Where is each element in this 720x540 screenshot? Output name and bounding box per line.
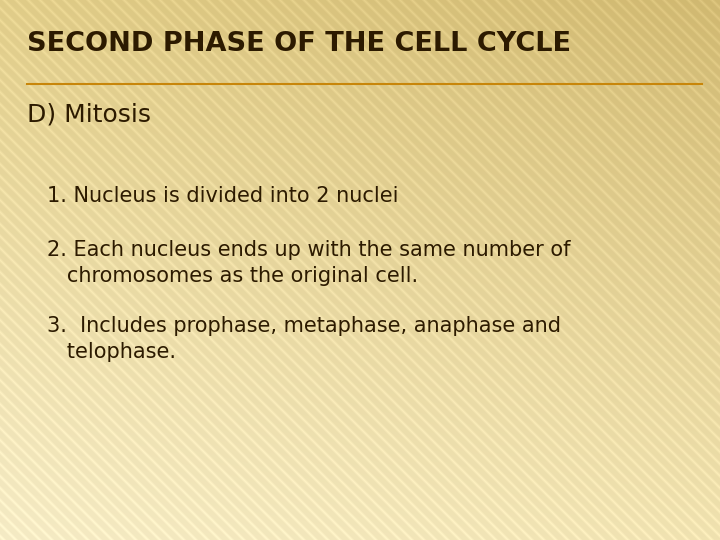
Text: SECOND PHASE OF THE CELL CYCLE: SECOND PHASE OF THE CELL CYCLE <box>27 31 572 57</box>
Text: 1. Nucleus is divided into 2 nuclei: 1. Nucleus is divided into 2 nuclei <box>47 186 398 206</box>
Text: 3.  Includes prophase, metaphase, anaphase and
   telophase.: 3. Includes prophase, metaphase, anaphas… <box>47 316 561 361</box>
Text: 2. Each nucleus ends up with the same number of
   chromosomes as the original c: 2. Each nucleus ends up with the same nu… <box>47 240 570 286</box>
Text: D) Mitosis: D) Mitosis <box>27 103 151 127</box>
